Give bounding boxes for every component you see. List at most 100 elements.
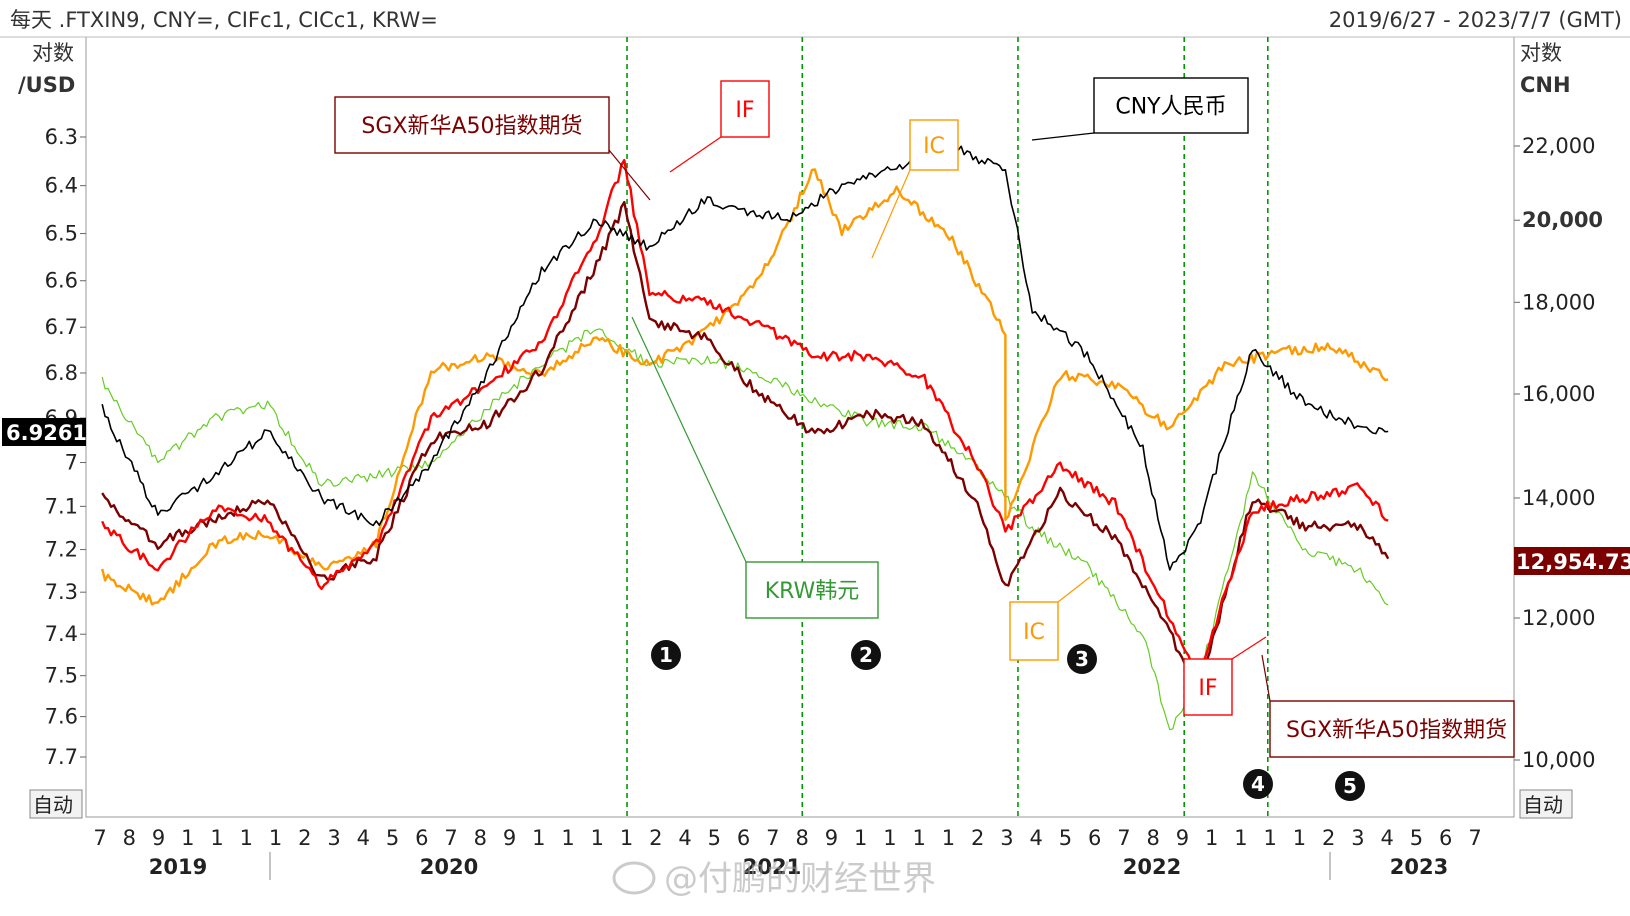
ann-a50-top-leader [608, 149, 651, 201]
x-month-label: 1 [591, 826, 604, 850]
left-tick-label: 7.1 [45, 494, 78, 518]
x-month-label: 1 [269, 826, 282, 850]
ann-krw: KRW韩元 [765, 579, 860, 604]
x-month-label: 1 [240, 826, 253, 850]
series-line [101, 200, 1390, 694]
left-tick-label: 6.4 [45, 174, 78, 198]
left-value-badge-bg [2, 418, 86, 446]
x-month-label: 2 [649, 826, 662, 850]
event-marker-circle [1335, 771, 1365, 801]
auto-scale-left-button-box[interactable] [29, 789, 83, 819]
x-month-label: 7 [1117, 826, 1130, 850]
x-month-label: 1 [532, 826, 545, 850]
event-marker-circle [1067, 644, 1097, 674]
event-marker-circle [651, 640, 681, 670]
x-month-label: 5 [386, 826, 399, 850]
x-month-label: 4 [357, 826, 370, 850]
ann-ic-top: IC [923, 134, 945, 159]
x-month-label: 2 [298, 826, 311, 850]
auto-scale-left-button[interactable]: 自动 [33, 793, 73, 817]
series-line [101, 328, 1389, 731]
left-tick-label: 6.3 [45, 125, 78, 149]
ann-ic-mid-leader [1057, 576, 1091, 603]
x-month-label: 4 [1029, 826, 1042, 850]
right-tick-label: 20,000 [1522, 208, 1603, 232]
ann-krw-box [745, 561, 879, 619]
plot-area [85, 36, 1515, 818]
right-tick-label: 10,000 [1522, 748, 1595, 772]
ann-a50-low: SGX新华A50指数期货 [1286, 718, 1507, 743]
x-month-label: 3 [1000, 826, 1013, 850]
x-month-label: 8 [474, 826, 487, 850]
ann-if-top-box [720, 80, 770, 138]
event-marker-label: 2 [859, 643, 873, 667]
x-month-label: 8 [123, 826, 136, 850]
x-month-label: 1 [561, 826, 574, 850]
event-marker-label: 4 [1251, 772, 1265, 796]
x-month-label: 1 [1293, 826, 1306, 850]
left-unit-1: 对数 [32, 41, 74, 65]
x-month-label: 7 [766, 826, 779, 850]
x-month-label: 1 [942, 826, 955, 850]
event-lines [626, 37, 1269, 817]
ann-a50-low-leader [1261, 654, 1271, 702]
ann-cny-box [1093, 77, 1249, 134]
ann-krw-leader [631, 316, 747, 563]
chart-header-left: 每天 .FTXIN9, CNY=, CIFc1, CICc1, KRW= [10, 8, 438, 32]
right-unit-1: 对数 [1520, 41, 1562, 65]
left-tick-label: 7 [65, 451, 78, 475]
series-line [101, 168, 1389, 606]
ann-if-top: IF [735, 98, 754, 123]
x-month-label: 2 [971, 826, 984, 850]
auto-scale-right-button-box[interactable] [1519, 789, 1573, 819]
right-value-badge-bg [1514, 547, 1630, 575]
left-tick-label: 7.7 [45, 745, 78, 769]
x-month-label: 4 [678, 826, 691, 850]
x-month-label: 1 [1205, 826, 1218, 850]
x-month-label: 7 [1468, 826, 1481, 850]
x-month-label: 1 [1264, 826, 1277, 850]
x-month-label: 8 [795, 826, 808, 850]
x-month-label: 6 [1439, 826, 1452, 850]
x-month-label: 2 [1322, 826, 1335, 850]
ann-a50-low-box [1269, 700, 1515, 758]
x-month-label: 7 [444, 826, 457, 850]
ann-ic-top-leader [871, 169, 911, 259]
left-tick-label: 6.8 [45, 361, 78, 385]
watermark-text: @付鹏的财经世界 [664, 859, 936, 899]
ann-cny-leader [1031, 132, 1095, 141]
x-month-label: 4 [1381, 826, 1394, 850]
right-tick-label: 14,000 [1522, 486, 1595, 510]
x-month-label: 6 [1088, 826, 1101, 850]
x-month-label: 7 [93, 826, 106, 850]
event-marker-label: 3 [1075, 647, 1089, 671]
x-month-label: 9 [1176, 826, 1189, 850]
auto-scale-right-button[interactable]: 自动 [1523, 793, 1563, 817]
x-month-label: 3 [327, 826, 340, 850]
left-tick-label: 7.6 [45, 705, 78, 729]
x-month-label: 1 [1234, 826, 1247, 850]
left-tick-label: 6.7 [45, 315, 78, 339]
x-month-label: 3 [1351, 826, 1364, 850]
series-line [101, 158, 1389, 679]
x-year-label: 2023 [1390, 855, 1448, 879]
x-month-label: 1 [620, 826, 633, 850]
ann-ic-top-box [909, 119, 959, 171]
x-month-label: 9 [152, 826, 165, 850]
x-month-label: 6 [415, 826, 428, 850]
x-year-label: 2020 [420, 855, 478, 879]
x-month-label: 9 [825, 826, 838, 850]
series-line [101, 142, 1389, 571]
ann-if-top-leader [669, 136, 722, 173]
ann-if-low-box [1183, 658, 1233, 716]
left-tick-label: 7.3 [45, 580, 78, 604]
right-tick-label: 12,000 [1522, 606, 1595, 630]
ann-cny: CNY人民币 [1115, 95, 1226, 120]
watermark: @付鹏的财经世界 [612, 859, 936, 899]
ann-ic-mid: IC [1023, 620, 1045, 645]
x-month-label: 1 [883, 826, 896, 850]
x-month-label: 1 [912, 826, 925, 850]
x-year-label: 2021 [743, 855, 801, 879]
right-tick-label: 16,000 [1522, 382, 1595, 406]
x-month-label: 1 [210, 826, 223, 850]
